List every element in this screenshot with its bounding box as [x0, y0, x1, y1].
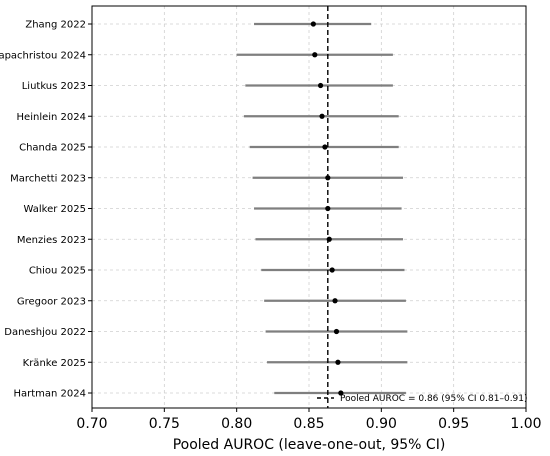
study-label: Heinlein 2024 — [17, 112, 86, 123]
x-axis-title: Pooled AUROC (leave-one-out, 95% CI) — [173, 437, 446, 453]
point-estimate — [325, 205, 331, 212]
study-label: Hartman 2024 — [13, 389, 86, 400]
legend: Pooled AUROC = 0.86 (95% CI 0.81–0.91) — [317, 394, 528, 404]
study-label: Papachristou 2024 — [0, 50, 86, 61]
point-estimate — [329, 267, 335, 273]
legend-label: Pooled AUROC = 0.86 (95% CI 0.81–0.91) — [340, 394, 528, 404]
confidence-intervals — [236, 22, 408, 395]
point-estimate — [317, 82, 324, 89]
x-tick-label: 0.70 — [76, 416, 107, 432]
x-tick-label: 0.85 — [293, 416, 324, 432]
x-tick-label: 1.00 — [510, 416, 541, 432]
study-label: Menzies 2023 — [17, 235, 86, 246]
study-labels: Zhang 2022 Papachristou 2024 Liutkus 2023 H… — [0, 20, 92, 400]
study-label: Daneshjou 2022 — [4, 327, 86, 338]
study-label: Marchetti 2023 — [10, 173, 86, 184]
x-tick-label: 0.95 — [438, 416, 469, 432]
study-label: Walker 2025 — [24, 204, 86, 215]
point-estimate — [319, 113, 325, 119]
point-estimate — [322, 144, 328, 150]
x-tick-label: 0.90 — [366, 416, 397, 432]
point-estimate — [310, 21, 316, 27]
study-label: Kränke 2025 — [23, 358, 86, 369]
study-label: Liutkus 2023 — [22, 81, 86, 92]
point-estimates — [310, 21, 344, 396]
point-estimate — [338, 390, 344, 396]
x-axis-ticks: 0.70 0.75 0.80 0.85 0.90 0.95 1.00 — [76, 408, 542, 432]
study-label: Chanda 2025 — [19, 143, 86, 154]
point-estimate — [335, 359, 341, 365]
point-estimate — [312, 52, 318, 58]
x-tick-label: 0.80 — [221, 416, 252, 432]
grid-lines — [91, 6, 527, 408]
study-label: Zhang 2022 — [25, 20, 86, 31]
x-tick-label: 0.75 — [149, 416, 180, 432]
point-estimate — [333, 328, 340, 335]
study-label: Chiou 2025 — [29, 266, 86, 277]
point-estimate — [332, 298, 338, 304]
point-estimate — [325, 175, 331, 181]
point-estimate — [326, 236, 332, 242]
study-label: Gregoor 2023 — [17, 296, 86, 307]
